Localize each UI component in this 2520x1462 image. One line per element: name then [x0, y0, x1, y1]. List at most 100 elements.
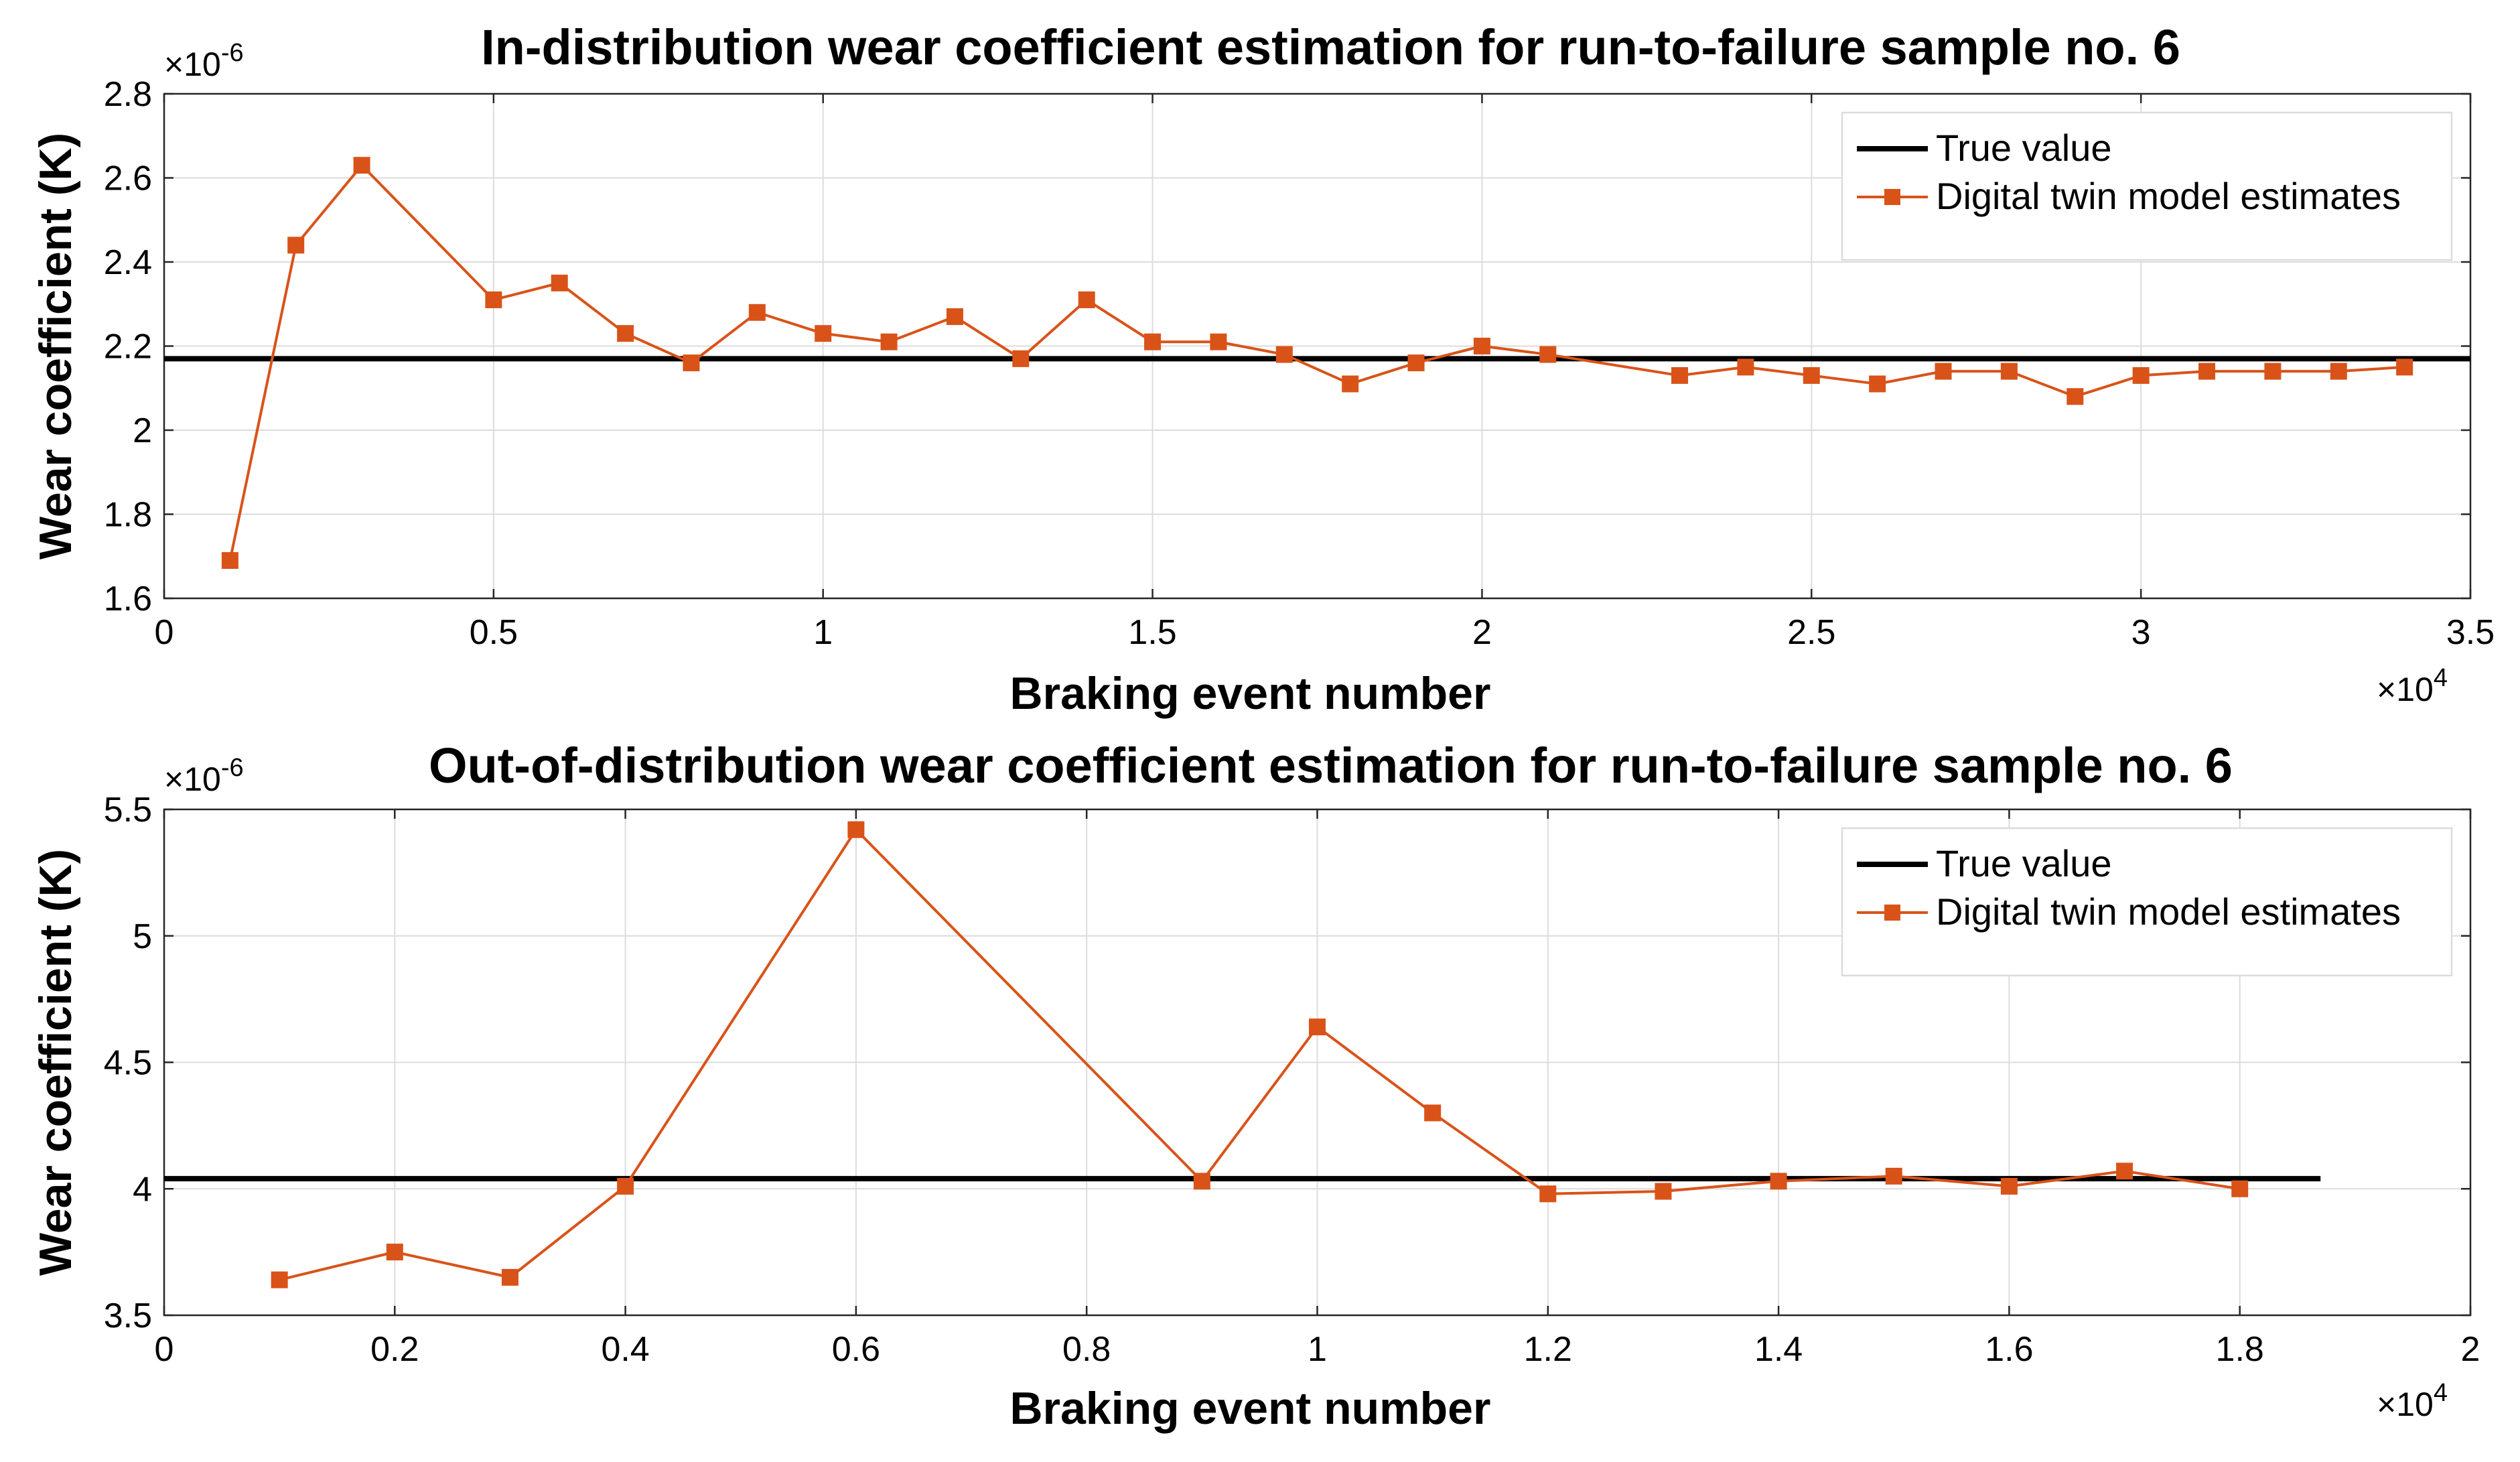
estimate-point [1193, 1173, 1210, 1190]
x-axis-label: Braking event number [1010, 668, 1491, 719]
estimate-point [847, 821, 865, 838]
y-tick-label: 4.5 [104, 1044, 152, 1083]
x-tick-label: 0.8 [1062, 1330, 1111, 1369]
x-tick-label: 3.5 [2446, 613, 2495, 652]
legend-true-value-label: True value [1936, 127, 2112, 169]
x-tick-label: 2 [1472, 613, 1492, 652]
x-tick-label: 0.5 [470, 613, 518, 652]
estimate-point [1539, 1185, 1557, 1203]
estimate-point [2198, 362, 2216, 380]
x-tick-label: 2.5 [1787, 613, 1835, 652]
y-tick-label: 2.4 [104, 243, 152, 282]
x-tick-label: 2 [2461, 1330, 2480, 1369]
estimate-point [880, 333, 898, 350]
estimate-point [485, 291, 502, 308]
estimate-point [2132, 367, 2150, 384]
estimate-point [2396, 358, 2413, 376]
x-tick-label: 3 [2131, 613, 2151, 652]
y-axis-label: Wear coefficient (K) [30, 849, 81, 1276]
x-tick-label: 0 [155, 1330, 174, 1369]
estimate-point [1770, 1173, 1787, 1190]
y-tick-label: 2.8 [104, 75, 152, 114]
x-tick-label: 1 [1308, 1330, 1327, 1369]
x-tick-label: 1.2 [1524, 1330, 1572, 1369]
estimate-point [617, 1177, 634, 1195]
estimate-point [2264, 362, 2282, 380]
legend-estimates-label: Digital twin model estimates [1936, 890, 2401, 933]
legend-true-value-label: True value [1936, 842, 2112, 884]
y-axis-exponent: -6 [221, 39, 244, 67]
y-tick-label: 5.5 [104, 791, 152, 829]
y-tick-label: 2 [133, 411, 152, 450]
estimate-point [1473, 338, 1490, 354]
estimate-point [1671, 367, 1689, 384]
estimate-point [1869, 375, 1886, 393]
estimate-point [617, 325, 634, 342]
estimate-point [1803, 367, 1820, 384]
y-tick-label: 1.6 [104, 580, 152, 618]
legend-estimates-swatch-marker [1884, 905, 1900, 921]
estimate-point [271, 1271, 288, 1288]
legend: True value Digital twin model estimates [1841, 827, 2453, 977]
y-tick-label: 4 [133, 1170, 152, 1209]
estimate-point [1210, 333, 1227, 350]
x-tick-label: 0 [155, 613, 174, 652]
legend-estimates-label: Digital twin model estimates [1936, 175, 2401, 217]
estimate-point [551, 274, 568, 291]
x-axis-multiplier: ×104 [2377, 1379, 2448, 1423]
chart-panel-1: 0 0.5 1 1.5 2 2.5 3 3.5 1.6 1.8 2 2.2 2.4 2.6 2.8 In-di… [30, 19, 2495, 719]
estimate-point [501, 1268, 518, 1286]
estimate-point [1655, 1183, 1672, 1200]
estimate-point [1275, 346, 1293, 363]
estimate-point [815, 325, 832, 342]
x-tick-label: 1.8 [2216, 1330, 2264, 1369]
estimate-point [287, 237, 305, 254]
x-axis-label: Braking event number [1010, 1383, 1491, 1434]
x-tick-label: 0.4 [601, 1330, 649, 1369]
estimate-point [1737, 358, 1754, 376]
estimate-point [683, 354, 700, 372]
estimate-point [748, 304, 766, 321]
y-tick-label: 2.2 [104, 328, 152, 367]
estimate-point [1342, 375, 1359, 393]
legend: True value Digital twin model estimates [1841, 111, 2453, 261]
x-axis-exponent: 4 [2434, 664, 2448, 692]
estimate-point [1885, 1167, 1902, 1185]
estimate-point [2330, 362, 2347, 380]
estimate-point [1309, 1018, 1326, 1036]
y-tick-label: 1.8 [104, 496, 152, 535]
x-tick-label: 1.4 [1754, 1330, 1803, 1369]
y-axis-label: Wear coefficient (K) [30, 133, 81, 559]
estimate-point [221, 552, 238, 570]
x-tick-label: 1.6 [1985, 1330, 2033, 1369]
x-tick-label: 1 [813, 613, 833, 652]
chart-panel-2: 0 0.2 0.4 0.6 0.8 1 1.2 1.4 1.6 1.8 2 3.5 4 4.5 5 5.5 Ou… [30, 738, 2480, 1434]
y-tick-label: 5 [133, 917, 152, 956]
legend-box [1841, 827, 2453, 977]
x-tick-label: 0.2 [370, 1330, 419, 1369]
estimate-point [1935, 362, 1952, 380]
estimate-point [1078, 291, 1095, 308]
chart-title: In-distribution wear coefficient estimat… [481, 19, 2180, 75]
estimate-point [353, 157, 370, 174]
estimate-point [1012, 350, 1030, 367]
estimate-point [386, 1244, 403, 1261]
estimate-point [2231, 1180, 2249, 1197]
legend-estimates-swatch-marker [1884, 189, 1900, 205]
x-tick-label: 1.5 [1128, 613, 1176, 652]
chart-title: Out-of-distribution wear coefficient est… [429, 738, 2233, 793]
estimate-point [2000, 1177, 2018, 1195]
estimate-point [2000, 362, 2018, 380]
estimate-point [946, 308, 963, 326]
estimate-point [2067, 388, 2084, 405]
y-axis-multiplier: ×10-6 [164, 754, 244, 798]
estimate-point [1424, 1104, 1442, 1122]
estimates-series-line [228, 163, 2405, 561]
estimate-point [2116, 1162, 2133, 1180]
y-tick-label: 3.5 [104, 1297, 152, 1335]
x-tick-label: 0.6 [832, 1330, 880, 1369]
x-axis-exponent: 4 [2434, 1379, 2448, 1407]
y-axis-exponent: -6 [221, 754, 244, 782]
legend-box [1841, 111, 2453, 261]
